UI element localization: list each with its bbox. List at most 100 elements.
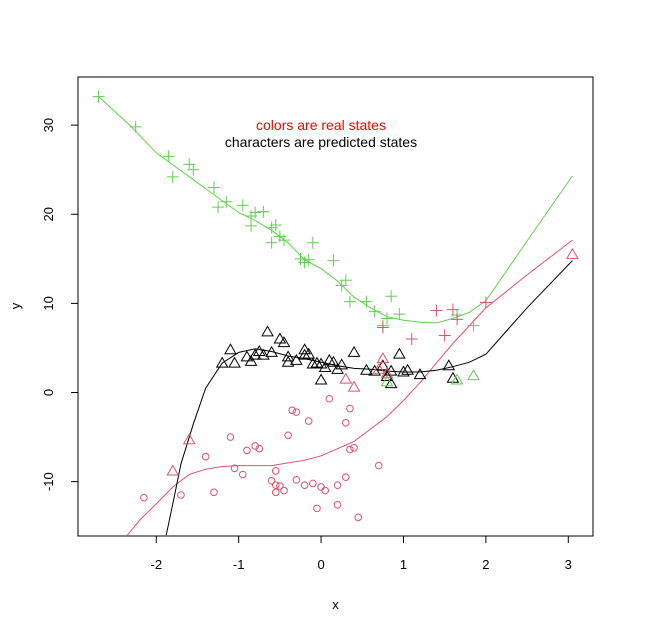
y-tick-label: 0 [41,389,56,396]
fitted-curve [98,96,573,324]
triangle-point [298,348,311,360]
plus-point [162,150,175,163]
y-tick-label: 20 [41,207,56,221]
circle-point [304,417,313,425]
circle-point [300,481,309,489]
plus-point [265,236,278,249]
triangle-point [347,380,361,392]
circle-point [239,470,247,479]
triangle-point [215,356,229,368]
circle-point [313,504,321,513]
plus-point [376,321,389,334]
triangle-point [224,343,237,355]
plus-point [343,295,356,308]
circle-point [271,481,280,489]
triangle-point [401,363,414,375]
circle-point [255,444,264,453]
circle-point [280,486,288,495]
legend-note-colors: colors are real states [256,117,386,133]
triangle-point [442,359,456,371]
plus-point [207,181,220,194]
plus-point [430,304,443,317]
triangle-point [252,345,266,357]
circle-point [309,479,317,488]
circle-point [284,431,292,440]
triangle-point [244,354,258,366]
plus-point [236,199,249,212]
plus-point [187,163,200,176]
triangle-point [277,336,291,348]
y-tick-label: 30 [41,118,56,132]
plus-point [360,295,373,308]
plus-point [438,329,451,342]
triangle-point [306,357,320,369]
plus-point [166,170,179,183]
plus-point [479,296,492,309]
triangle-point [450,373,464,385]
plus-point [368,305,381,318]
triangle-point [347,345,361,357]
circle-point [230,464,239,473]
circle-point [333,501,342,509]
x-tick-label: 2 [482,557,489,572]
triangle-point [392,347,406,359]
circle-point [271,467,280,475]
plus-point [249,206,262,219]
triangle-point [257,348,270,360]
circle-point [251,442,259,450]
plus-point [257,205,270,218]
plus-point [302,253,315,266]
triangle-point [265,345,279,357]
triangle-point [380,369,394,381]
circle-point [354,513,362,522]
circle-point [226,433,235,441]
triangle-point [281,355,295,367]
x-tick-label: 3 [565,557,572,572]
circle-point [292,476,301,484]
plus-point [92,90,105,103]
triangle-point [413,368,427,380]
circle-point [333,481,342,489]
triangle-point [327,355,340,367]
triangle-point [166,464,180,476]
circle-point [140,493,148,502]
x-tick-label: 0 [317,557,324,572]
plus-point [269,218,282,231]
circle-point [271,488,280,497]
circle-point [346,445,354,454]
circle-point [292,408,301,416]
y-axis-label: y [8,302,23,309]
circle-point [267,476,276,485]
plus-point [212,201,225,214]
fitted-curves [98,96,573,536]
circle-point [346,404,354,413]
circle-point [210,488,218,497]
x-tick-label: 1 [400,557,407,572]
triangle-point [380,367,394,379]
circle-point [177,491,185,499]
plus-point [446,303,459,316]
plus-point [278,234,290,247]
triangle-point [273,332,287,344]
triangle-point [339,372,353,384]
triangle-point [314,373,328,385]
plus-point [220,195,233,208]
triangle-point [281,350,295,362]
triangle-point [368,364,382,376]
plus-point [306,236,319,249]
plus-point [327,254,340,267]
triangle-point [310,356,324,368]
y-tick-label: 10 [41,296,56,310]
fitted-curve [127,239,573,536]
circle-point [325,394,334,403]
triangle-point [261,325,274,337]
circle-point [317,483,325,491]
x-tick-label: -2 [150,557,162,572]
triangle-point [376,352,390,364]
circle-point [350,443,358,452]
triangle-point [182,433,196,445]
plus-point [405,333,418,346]
x-axis-label: x [332,597,339,612]
circle-point [288,406,297,415]
